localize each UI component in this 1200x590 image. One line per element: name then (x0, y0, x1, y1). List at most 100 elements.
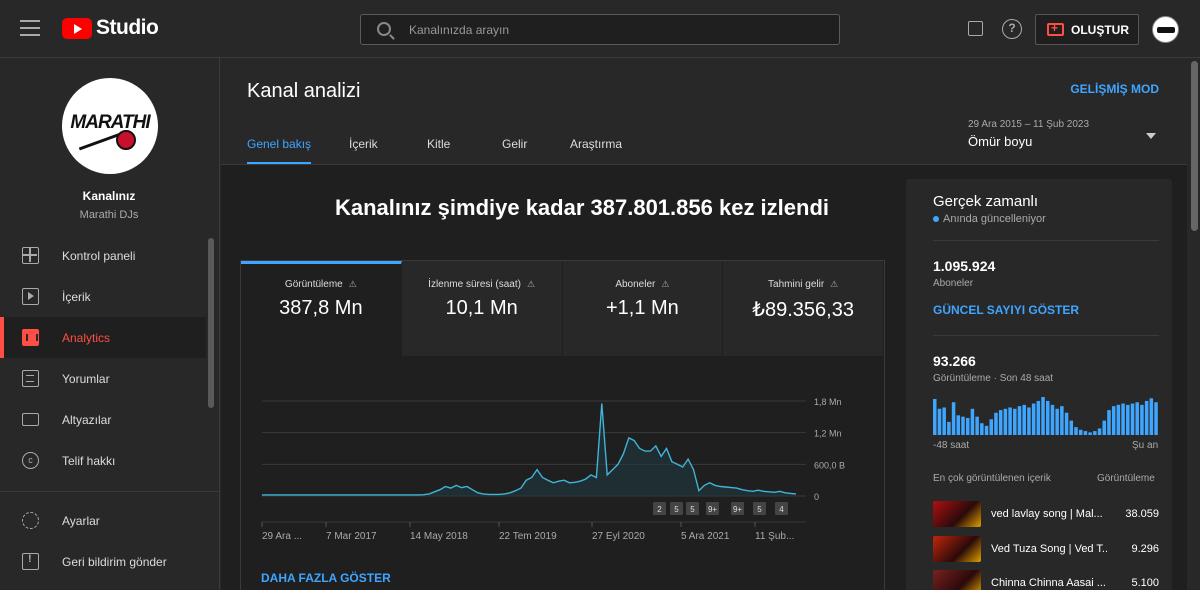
top-video-item[interactable]: ved lavlay song | Mal... 38.059 (933, 501, 1159, 527)
realtime-bar (947, 421, 951, 435)
sidebar-item-settings[interactable]: Ayarlar (0, 500, 206, 541)
annotation-marker (686, 502, 699, 515)
annotation-marker (753, 502, 766, 515)
metric-value: 10,1 Mn (445, 297, 518, 319)
channel-avatar[interactable]: MARATHI (62, 78, 158, 174)
realtime-bar (1008, 407, 1012, 435)
realtime-bar (1140, 404, 1144, 435)
realtime-bar (970, 408, 975, 435)
main-content: Kanal analizi GELİŞMİŞ MOD Genel bakış İ… (221, 58, 1187, 590)
realtime-axis-start: -48 saat (933, 440, 970, 451)
create-video-icon (1047, 21, 1064, 36)
realtime-bar (989, 419, 994, 435)
annotation-marker (731, 502, 744, 515)
realtime-bar (994, 412, 998, 435)
scrollbar-thumb[interactable] (1191, 61, 1198, 231)
sidebar-item-label: Ayarlar (62, 513, 100, 528)
page-scrollbar[interactable] (1189, 58, 1200, 590)
top-video-item[interactable]: Chinna Chinna Aasai ... 5.100 (933, 570, 1159, 590)
tab-research[interactable]: Araştırma (570, 137, 623, 151)
video-title: Ved Tuza Song | Ved T... (991, 543, 1107, 555)
realtime-subtitle: Anında güncelleniyor (943, 213, 1046, 225)
page-header: Kanal analizi GELİŞMİŞ MOD Genel bakış İ… (221, 58, 1187, 165)
realtime-bar (1097, 428, 1102, 435)
sidebar: MARATHI Kanalınız Marathi DJs Kontrol pa… (0, 58, 220, 590)
annotation-label: 9+ (708, 505, 717, 514)
x-tick-label: 14 May 2018 (410, 531, 468, 542)
tab-content[interactable]: İçerik (349, 137, 378, 151)
realtime-bar (1074, 427, 1078, 435)
video-thumbnail (933, 536, 981, 562)
realtime-bar (937, 408, 942, 435)
realtime-bar (1116, 404, 1121, 435)
realtime-bar (1154, 402, 1158, 435)
show-more-link[interactable]: DAHA FAZLA GÖSTER (261, 571, 391, 585)
annotation-label: 5 (757, 505, 762, 514)
chevron-down-icon[interactable] (1146, 133, 1156, 139)
metric-revenue[interactable]: Tahmini gelir ⚠ ₺89.356,33 (723, 261, 884, 356)
realtime-panel: Gerçek zamanlı Anında güncelleniyor 1.09… (906, 179, 1172, 590)
y-tick-label: 1,8 Mn (814, 397, 842, 407)
realtime-bar (998, 410, 1003, 435)
tab-overview[interactable]: Genel bakış (247, 137, 312, 164)
realtime-title: Gerçek zamanlı (933, 193, 1039, 210)
video-title: Chinna Chinna Aasai ... (991, 577, 1106, 589)
show-current-count-button[interactable]: GÜNCEL SAYIYI GÖSTER (933, 303, 1080, 317)
top-video-item[interactable]: Ved Tuza Song | Ved T... 9.296 (933, 536, 1159, 562)
realtime-views-label: Görüntüleme · Son 48 saat (933, 373, 1054, 384)
y-tick-label: 0 (814, 492, 819, 502)
realtime-bar (1144, 400, 1149, 435)
metric-label: Görüntüleme (284, 279, 343, 290)
sidebar-item-label: Analytics (62, 330, 111, 345)
sidebar-item-subtitles[interactable]: Altyazılar (0, 399, 206, 440)
search-input[interactable] (409, 20, 809, 40)
sidebar-item-label: İçerik (62, 289, 91, 304)
annotation-label: 2 (657, 505, 662, 514)
studio-logo[interactable]: Studio (62, 16, 159, 40)
feedback-icon[interactable] (968, 21, 983, 36)
sidebar-item-content[interactable]: İçerik (0, 276, 206, 317)
copyright-icon: c (22, 452, 39, 469)
realtime-bar (1003, 408, 1008, 435)
comments-icon (22, 370, 39, 387)
date-period[interactable]: Ömür boyu (968, 134, 1033, 149)
realtime-bar (1093, 431, 1097, 435)
metric-views[interactable]: Görüntüleme ⚠ 387,8 Mn (241, 261, 402, 356)
realtime-axis-end: Şu an (1132, 440, 1159, 451)
sidebar-item-dashboard[interactable]: Kontrol paneli (0, 235, 206, 276)
x-tick-label: 27 Eyl 2020 (592, 531, 645, 542)
realtime-bar (1050, 404, 1055, 435)
search-icon[interactable] (377, 22, 391, 36)
advanced-mode-button[interactable]: GELİŞMİŞ MOD (1070, 82, 1159, 96)
search-bar (360, 14, 840, 45)
create-button[interactable]: OLUŞTUR (1035, 14, 1139, 45)
realtime-bar (1130, 403, 1135, 435)
tab-audience[interactable]: Kitle (427, 137, 451, 151)
menu-icon[interactable] (20, 20, 40, 36)
warning-icon: ⚠ (661, 279, 670, 289)
sidebar-item-feedback[interactable]: Geri bildirim gönder (0, 541, 206, 582)
realtime-bar (1083, 431, 1088, 435)
sidebar-item-copyright[interactable]: c Telif hakkı (0, 440, 206, 481)
video-views: 38.059 (1125, 508, 1159, 520)
realtime-bar (1069, 420, 1074, 435)
metric-watch-time[interactable]: İzlenme süresi (saat) ⚠ 10,1 Mn (401, 261, 563, 356)
realtime-bar (1041, 397, 1045, 435)
channel-name: Marathi DJs (79, 209, 139, 221)
views-chart: 0 600,0 B 1,2 Mn 1,8 Mn 2 5 5 9+ 9+ 5 4 29 Ara ... 7… (240, 356, 885, 590)
dashboard-icon (22, 247, 39, 264)
create-label: OLUŞTUR (1071, 22, 1129, 37)
sidebar-item-analytics[interactable]: Analytics (0, 317, 206, 358)
realtime-bar (1031, 403, 1036, 435)
date-range[interactable]: 29 Ara 2015 – 11 Şub 2023 (968, 119, 1090, 130)
account-avatar[interactable] (1152, 16, 1179, 43)
page-title: Kanal analizi (247, 80, 361, 102)
tab-revenue[interactable]: Gelir (502, 137, 528, 151)
sidebar-item-comments[interactable]: Yorumlar (0, 358, 206, 399)
metric-value: +1,1 Mn (605, 297, 679, 319)
realtime-bar (1060, 406, 1064, 435)
sidebar-scrollbar[interactable] (208, 238, 214, 408)
help-icon[interactable]: ? (1002, 19, 1022, 39)
metric-label: İzlenme süresi (saat) (428, 279, 521, 290)
metric-subscribers[interactable]: Aboneler ⚠ +1,1 Mn (562, 261, 724, 356)
